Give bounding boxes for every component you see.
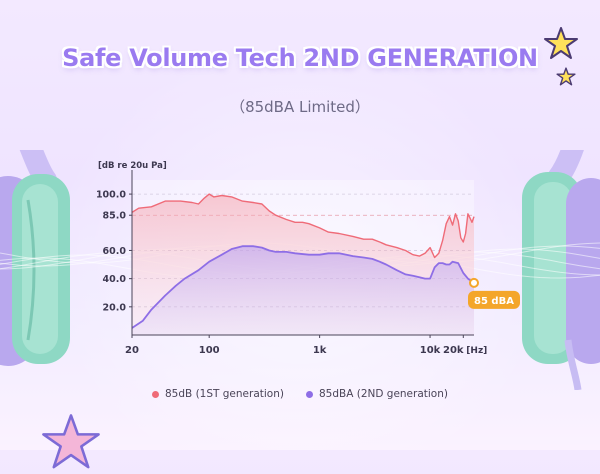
area-layer	[132, 194, 474, 335]
y-tick-label: 40.0	[103, 274, 127, 285]
callout-layer: 85 dBA	[468, 277, 520, 309]
series-line-2nd-generation	[131, 245, 475, 329]
y-tick-label: 85.0	[103, 211, 127, 222]
chart-legend: 85dB (1ST generation) 85dBA (2ND generat…	[0, 388, 600, 400]
y-tick-label: 20.0	[103, 302, 127, 313]
legend-label-1st: 85dB (1ST generation)	[165, 388, 284, 400]
x-axis-label: [Hz]	[466, 346, 487, 356]
x-tick-label: 1k	[313, 345, 327, 356]
right-earcup-image	[522, 150, 600, 390]
callout-dot	[469, 277, 479, 288]
legend-item-1st-generation: 85dB (1ST generation)	[152, 388, 284, 400]
x-tick-label: 20k	[443, 345, 464, 356]
axis-layer: 20.0 40.0 60.0 85.0 100.0 20 100 1k 10k 20k [Hz] [d…	[96, 161, 487, 356]
legend-item-2nd-generation: 85dBA (2ND generation)	[305, 388, 448, 400]
x-tick-label: 20	[125, 345, 139, 356]
y-tick-label: 60.0	[103, 246, 127, 257]
callout-label: 85 dBA	[474, 296, 514, 307]
series-area-2nd-generation	[132, 246, 474, 335]
frequency-response-chart: 20.0 40.0 60.0 85.0 100.0 20 100 1k 10k 20k [Hz] [d…	[95, 161, 520, 356]
y-axis-label: [dB re 20u Pa]	[98, 161, 167, 171]
y-tick-label: 100.0	[96, 190, 126, 201]
headline: Safe Volume Tech 2ND GENERATION	[62, 44, 538, 72]
line-layer	[131, 193, 475, 329]
x-tick-label: 100	[199, 345, 220, 356]
legend-marker-1st	[152, 390, 159, 398]
x-tick-label: 10k	[420, 345, 441, 356]
subheadline: （85dBA Limited）	[230, 98, 370, 116]
legend-marker-2nd	[305, 390, 313, 398]
callout-badge	[468, 290, 520, 309]
series-line-1st-generation	[131, 193, 475, 259]
star-icon	[556, 67, 576, 86]
left-earcup-image	[0, 150, 70, 366]
legend-label-2nd: 85dBA (2ND generation)	[318, 388, 448, 400]
star-icon	[544, 27, 578, 59]
